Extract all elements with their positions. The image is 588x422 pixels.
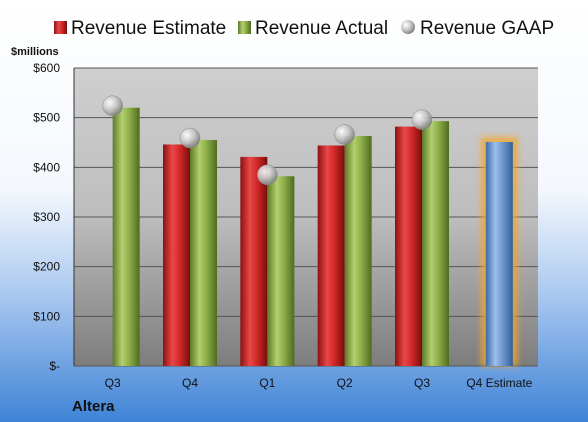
bar-revenue-estimate: [395, 126, 422, 367]
bar-revenue-estimate: [317, 145, 345, 366]
x-tick-label: Q2: [337, 376, 353, 390]
legend-swatch-gaap: [401, 20, 415, 34]
bar-revenue-actual: [190, 140, 217, 366]
y-tick-label: $-: [49, 359, 60, 373]
x-tick-label: Q4 Estimate: [466, 376, 532, 390]
x-tick-label: Q4: [182, 376, 198, 390]
marker-revenue-gaap: [102, 95, 123, 116]
legend-entry-estimate: Revenue Estimate: [54, 18, 226, 39]
y-tick-label: $600: [33, 61, 60, 75]
bar-revenue-estimate: [163, 144, 190, 366]
x-tick-label: Q1: [259, 376, 275, 390]
y-axis: $- $100 $200 $300 $400 $500 $600: [33, 61, 75, 373]
bars: [112, 107, 518, 367]
legend-label-actual: Revenue Actual: [255, 18, 388, 39]
y-tick-label: $500: [33, 111, 60, 125]
x-tick-label: Q3: [105, 376, 121, 390]
legend: Revenue Estimate Revenue Actual Revenue …: [54, 18, 554, 39]
legend-label-gaap: Revenue GAAP: [420, 18, 554, 39]
marker-revenue-gaap: [334, 124, 355, 145]
x-axis: Q3 Q4 Q1 Q2 Q3 Q4 Estimate: [105, 376, 533, 390]
y-tick-label: $100: [33, 309, 60, 323]
bar-forecast-estimate: [485, 142, 513, 366]
marker-revenue-gaap: [411, 109, 433, 130]
bar-revenue-estimate: [240, 156, 268, 366]
y-tick-label: $300: [33, 210, 60, 224]
company-label: Altera: [72, 398, 115, 415]
y-axis-unit-label: $millions: [11, 46, 59, 58]
bar-revenue-actual: [422, 121, 449, 366]
legend-swatch-estimate: [54, 21, 67, 34]
bar-revenue-actual: [112, 107, 140, 366]
x-tick-label: Q3: [414, 376, 430, 390]
y-tick-label: $200: [33, 260, 60, 274]
marker-revenue-gaap: [257, 164, 278, 186]
legend-label-estimate: Revenue Estimate: [71, 18, 226, 39]
legend-entry-actual: Revenue Actual: [238, 18, 388, 39]
bar-revenue-actual: [344, 136, 372, 366]
legend-swatch-actual: [238, 21, 251, 34]
gaap-markers: [102, 95, 433, 186]
gridlines: [74, 67, 538, 367]
y-tick-label: $400: [33, 160, 60, 174]
bar-revenue-actual: [267, 176, 295, 366]
legend-entry-gaap: Revenue GAAP: [401, 18, 554, 39]
marker-revenue-gaap: [179, 127, 201, 149]
